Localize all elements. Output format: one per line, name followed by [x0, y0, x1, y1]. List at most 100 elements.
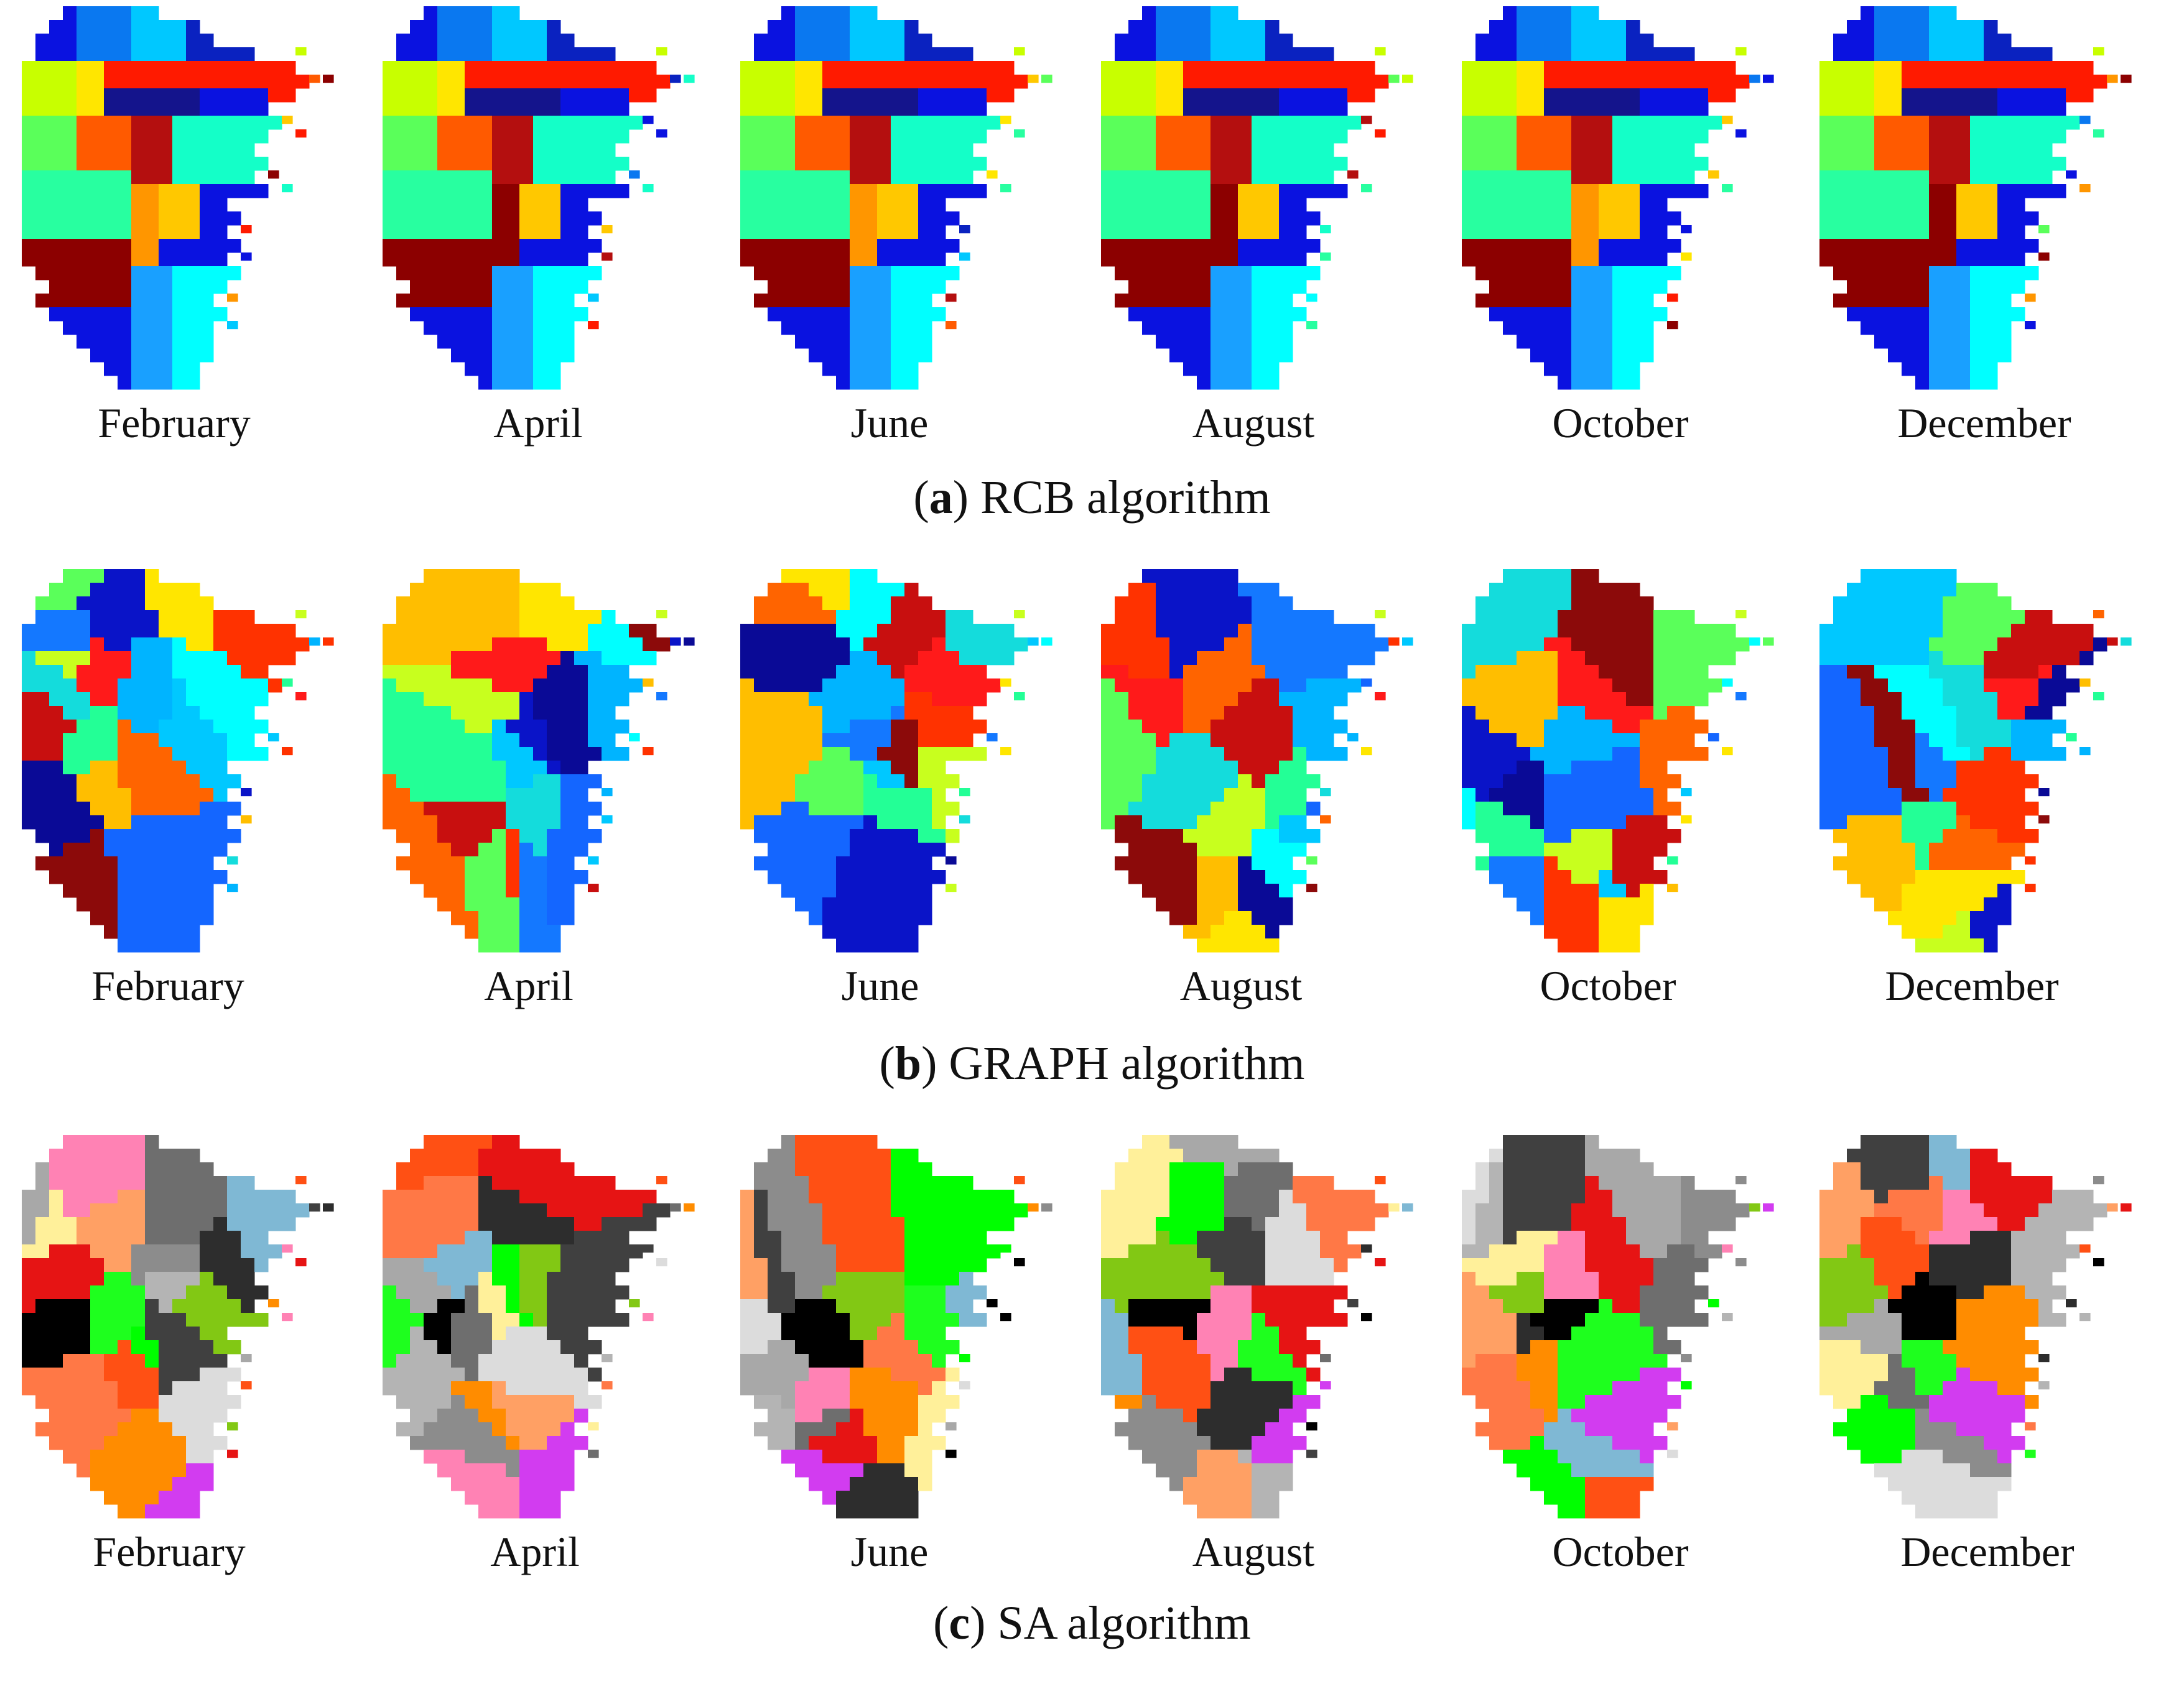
- map-cell: [1599, 706, 1613, 720]
- map-cell: [1585, 252, 1599, 267]
- map-cell: [254, 651, 269, 665]
- map-cell: [1888, 843, 1902, 857]
- map-cell: [1252, 829, 1266, 843]
- map-cell: [35, 733, 50, 748]
- map-cell: [241, 129, 255, 144]
- map-cell: [588, 116, 602, 130]
- map-cell: [1847, 47, 1861, 62]
- map-cell: [615, 651, 630, 665]
- map-cell: [822, 829, 837, 843]
- map-cell: [1599, 665, 1613, 679]
- map-cell: [1929, 61, 1943, 75]
- map-cell: [560, 252, 575, 267]
- map-cell: [131, 184, 146, 198]
- map-cell: [891, 47, 905, 62]
- map-cell: [1265, 75, 1280, 89]
- map-cell: [63, 225, 77, 239]
- map-cell: [63, 651, 77, 665]
- map-cell: [918, 307, 932, 322]
- map-island-cell: [282, 184, 293, 193]
- map-cell: [227, 129, 241, 144]
- map-cell: [836, 583, 850, 597]
- map-cell: [1517, 321, 1531, 335]
- map-cell: [1169, 88, 1184, 103]
- map-cell: [1956, 788, 1971, 802]
- map-cell: [533, 761, 547, 775]
- map-cell: [1279, 184, 1293, 198]
- map-island-cell: [1736, 610, 1747, 619]
- map-cell: [1197, 75, 1211, 89]
- map-cell: [1279, 637, 1293, 652]
- map-cell: [1115, 129, 1129, 144]
- map-cell: [1503, 870, 1517, 884]
- map-cell: [1929, 116, 1943, 130]
- map-cell: [118, 102, 132, 116]
- map-cell: [1571, 211, 1586, 226]
- map-cell: [1224, 61, 1238, 75]
- map-cell: [1475, 747, 1490, 761]
- map-cell: [1489, 34, 1503, 48]
- map-cell: [424, 788, 438, 802]
- map-cell: [2066, 651, 2080, 665]
- map-cell: [1861, 651, 1875, 665]
- map-cell: [768, 720, 782, 734]
- map-cell: [1183, 651, 1197, 665]
- map-cell: [1183, 843, 1197, 857]
- map-cell: [410, 815, 424, 830]
- map-cell: [1142, 624, 1156, 638]
- map-cell: [1530, 884, 1545, 898]
- map-cell: [159, 706, 173, 720]
- map-cell: [77, 34, 91, 48]
- map-cell: [1279, 88, 1293, 103]
- map-cell: [437, 624, 452, 638]
- map-cell: [1197, 61, 1211, 75]
- map-cell: [1156, 610, 1170, 624]
- map-cell: [891, 376, 905, 390]
- map-cell: [1640, 143, 1654, 157]
- map-cell: [1169, 637, 1184, 652]
- map-cell: [159, 34, 173, 48]
- map-cell: [547, 362, 561, 376]
- map-cell: [478, 678, 493, 693]
- map-cell: [1517, 34, 1531, 48]
- map-cell: [77, 596, 91, 611]
- map-cell: [478, 75, 493, 89]
- map-cell: [1183, 637, 1197, 652]
- map-cell: [1847, 184, 1861, 198]
- map-cell: [959, 75, 974, 89]
- map-cell: [822, 802, 837, 816]
- map-cell: [877, 225, 891, 239]
- map-cell: [1984, 47, 1998, 62]
- map-cell: [35, 815, 50, 830]
- map-cell: [1929, 294, 1943, 308]
- map-cell: [1183, 307, 1197, 322]
- map-cell: [1585, 856, 1599, 871]
- map-cell: [1874, 129, 1889, 144]
- map-cell: [63, 802, 77, 816]
- map-cell: [437, 61, 452, 75]
- map-cell: [850, 829, 864, 843]
- map-cell: [754, 829, 768, 843]
- map-cell: [574, 870, 588, 884]
- map-cell: [1984, 637, 1998, 652]
- map-cell: [1861, 75, 1875, 89]
- map-cell: [1943, 198, 1957, 212]
- map-cell: [877, 335, 891, 349]
- map-cell: [809, 348, 823, 363]
- map-cell: [49, 116, 63, 130]
- map-cell: [1558, 252, 1572, 267]
- map-cell: [241, 651, 255, 665]
- map-cell: [547, 143, 561, 157]
- map-cell: [1517, 184, 1531, 198]
- map-cell: [118, 884, 132, 898]
- map-cell: [1833, 252, 1847, 267]
- map-cell: [77, 870, 91, 884]
- map-cell: [1653, 843, 1668, 857]
- map-cell: [383, 225, 397, 239]
- map-cell: [519, 225, 534, 239]
- map-cell: [1694, 624, 1709, 638]
- map-cell: [1571, 143, 1586, 157]
- map-cell: [863, 843, 878, 857]
- map-cell: [1888, 706, 1902, 720]
- map-cell: [1224, 692, 1238, 706]
